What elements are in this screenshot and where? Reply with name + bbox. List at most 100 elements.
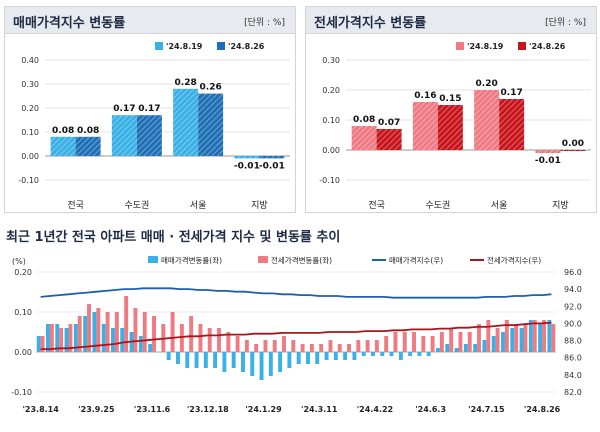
bar <box>50 136 76 156</box>
bar <box>523 324 528 352</box>
bar <box>111 328 115 352</box>
bar <box>473 344 478 352</box>
data-label: 0.15 <box>439 94 461 104</box>
bar <box>185 352 190 368</box>
bar <box>36 336 41 352</box>
bar <box>124 296 129 352</box>
bar <box>250 352 255 376</box>
bar <box>421 336 426 352</box>
x-tick-label: '23.11.6 <box>134 405 171 414</box>
bar <box>111 115 137 156</box>
bar <box>495 328 500 352</box>
bar <box>474 90 500 150</box>
bar <box>142 312 147 352</box>
bar <box>272 340 277 352</box>
legend-label: '24.8.19 <box>166 42 203 51</box>
x-tick-label: '23.8.14 <box>22 405 59 414</box>
bar <box>49 324 54 352</box>
bar <box>528 320 533 352</box>
bar <box>519 328 524 352</box>
panel-header: 매매가격지수 변동률 [단위 : %] <box>5 7 295 34</box>
bar <box>551 324 556 352</box>
y-tick-label: -0.10 <box>18 176 39 185</box>
y-tick-label: 0.10 <box>322 116 340 125</box>
legend-swatch <box>258 256 268 263</box>
data-label: 0.17 <box>501 88 523 98</box>
bar <box>189 316 194 352</box>
bar <box>170 312 175 352</box>
bar <box>173 88 199 156</box>
bar <box>268 352 273 376</box>
category-label: 서울 <box>190 200 207 211</box>
yearly-trend-chart: (%) -0.10 0.00 0.10 0.20 82.0 84.0 86.0 88.0 90.0… <box>11 255 582 414</box>
bar <box>148 344 153 352</box>
bar <box>241 352 245 372</box>
bar <box>393 332 398 352</box>
y-tick-label-left: 0.20 <box>14 268 32 277</box>
bar <box>176 352 180 364</box>
bar <box>467 332 472 352</box>
data-label: 0.16 <box>414 91 436 101</box>
bar <box>352 352 357 360</box>
trend-chart-title: 최근 1년간 전국 아파트 매매 · 전세가격 지수 및 변동률 추이 <box>6 230 341 245</box>
bar <box>194 352 199 368</box>
bar <box>532 320 537 352</box>
bar <box>560 150 586 151</box>
bar <box>535 150 561 153</box>
y-tick-label: 0.10 <box>21 128 39 137</box>
data-label: 0.20 <box>476 79 498 89</box>
y-tick-label-left: -0.10 <box>11 388 32 397</box>
y-tick-label: 0.00 <box>322 146 340 155</box>
y-tick-label-right: 86.0 <box>564 354 582 363</box>
jeonse-price-change-panel: 전세가격지수 변동률 [단위 : %] -0.10 0.00 0.10 0.20 0.3… <box>305 6 597 213</box>
bar <box>179 324 184 352</box>
legend-label: 전세가격변동률(좌) <box>271 255 332 265</box>
bar <box>491 336 496 352</box>
bar <box>454 348 459 352</box>
data-label: 0.08 <box>52 126 74 136</box>
sale-price-change-chart: -0.10 0.00 0.10 0.20 0.30 0.40 '24.8.19 '24.8.2… <box>18 42 290 211</box>
x-tick-label: '24.8.26 <box>524 405 561 414</box>
bar <box>300 344 305 352</box>
y-tick-label-right: 90.0 <box>564 319 582 328</box>
bar <box>64 328 69 352</box>
bar <box>380 352 385 356</box>
bar <box>138 336 143 352</box>
bar <box>207 328 212 352</box>
x-tick-label: '24.3.11 <box>301 405 338 414</box>
bar <box>486 320 491 352</box>
category-label: 서울 <box>491 200 508 211</box>
x-tick-label: '23.12.18 <box>187 405 229 414</box>
legend-swatch <box>217 42 225 50</box>
bar <box>59 328 64 352</box>
bar <box>75 136 101 156</box>
bar <box>87 304 91 352</box>
bar <box>282 336 286 352</box>
bar <box>376 129 402 150</box>
data-label: 0.17 <box>138 104 160 114</box>
y-tick-label-right: 94.0 <box>564 285 582 294</box>
bar <box>365 340 370 352</box>
bar <box>412 102 438 150</box>
data-label: -0.01 <box>234 161 260 171</box>
bar <box>133 308 138 352</box>
bar <box>77 316 82 352</box>
y-tick-label: -0.10 <box>319 176 340 185</box>
bar <box>463 344 468 352</box>
unit-label: [단위 : %] <box>545 18 586 28</box>
bar <box>213 352 218 368</box>
legend-label: 매매가격지수(우) <box>389 255 443 265</box>
y-tick-label-right: 96.0 <box>564 268 582 277</box>
bar <box>436 348 440 352</box>
bar <box>547 320 552 352</box>
data-label: 0.08 <box>77 126 99 136</box>
category-label: 전국 <box>368 200 385 211</box>
bar <box>40 336 45 352</box>
bar <box>226 332 231 352</box>
y-tick-label: 0.40 <box>21 56 39 65</box>
bar <box>477 324 481 352</box>
bar <box>315 352 320 364</box>
data-label: -0.01 <box>535 156 561 166</box>
bar <box>309 344 314 352</box>
bar <box>231 352 236 368</box>
